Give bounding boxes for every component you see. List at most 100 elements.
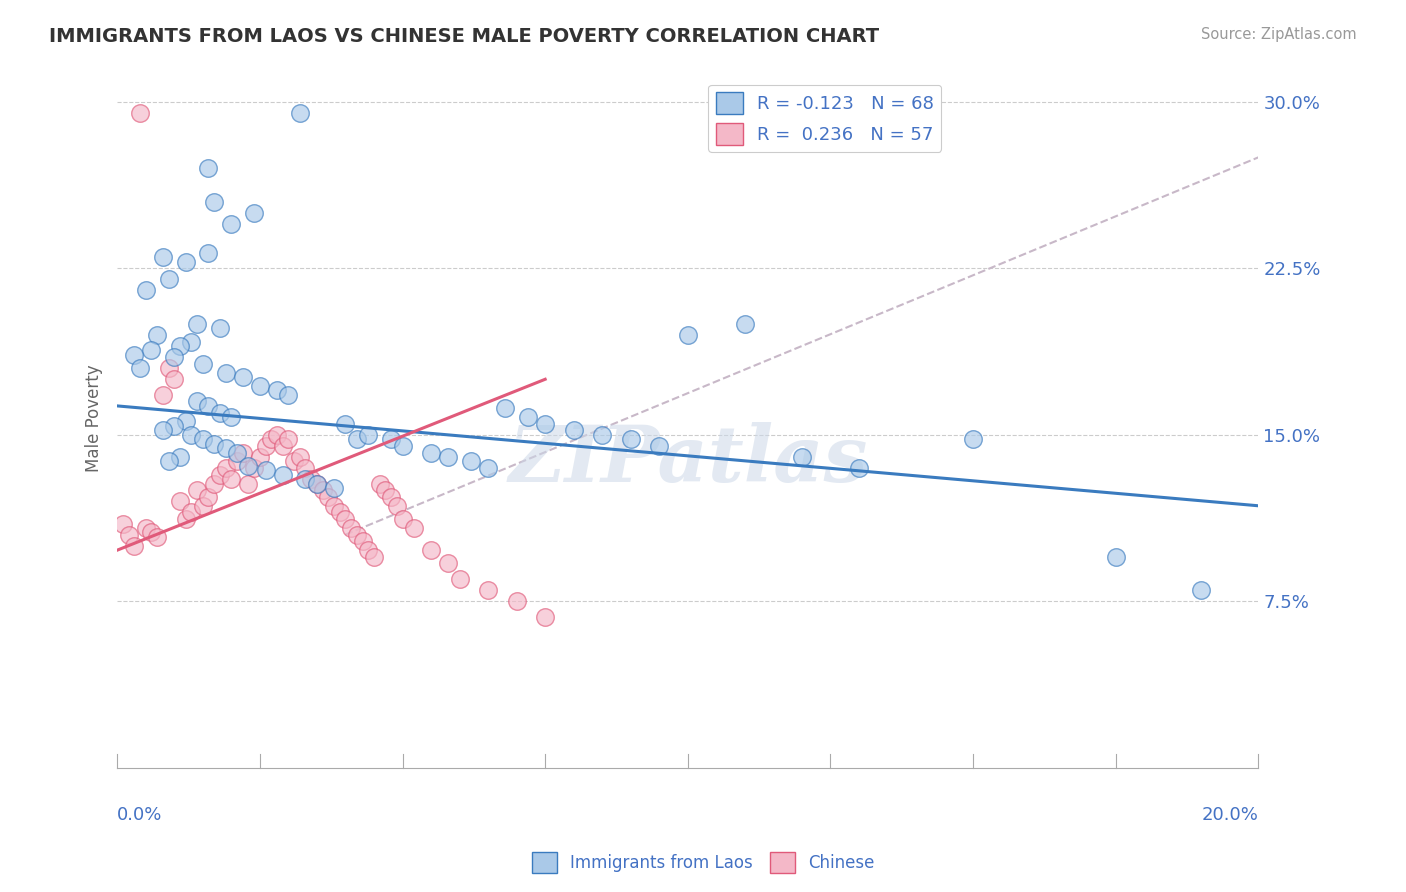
Point xyxy=(311,483,333,498)
Point xyxy=(357,543,380,558)
Point xyxy=(214,461,236,475)
Point xyxy=(346,432,368,446)
Point xyxy=(226,454,249,468)
Point xyxy=(202,476,225,491)
Point xyxy=(111,516,134,531)
Text: 20.0%: 20.0% xyxy=(1202,806,1258,824)
Point xyxy=(385,499,408,513)
Text: ZIPatlas: ZIPatlas xyxy=(508,422,868,499)
Point xyxy=(232,445,254,459)
Point xyxy=(534,609,557,624)
Point xyxy=(288,106,311,120)
Point xyxy=(141,525,163,540)
Point xyxy=(197,490,219,504)
Point xyxy=(283,454,305,468)
Point xyxy=(648,439,671,453)
Point xyxy=(191,499,214,513)
Text: 0.0%: 0.0% xyxy=(117,806,163,824)
Point xyxy=(163,372,186,386)
Point xyxy=(152,388,174,402)
Point xyxy=(169,450,191,464)
Point xyxy=(517,409,540,424)
Point xyxy=(157,361,180,376)
Point xyxy=(254,439,277,453)
Point xyxy=(249,450,271,464)
Point xyxy=(186,394,208,409)
Point xyxy=(238,476,260,491)
Point xyxy=(124,348,146,362)
Point xyxy=(420,445,443,459)
Point xyxy=(271,439,294,453)
Point xyxy=(214,366,236,380)
Point xyxy=(368,476,391,491)
Point xyxy=(1105,549,1128,564)
Point xyxy=(129,361,152,376)
Point xyxy=(260,432,283,446)
Point xyxy=(243,206,266,220)
Point xyxy=(494,401,516,416)
Point xyxy=(254,463,277,477)
Point xyxy=(174,414,197,428)
Point xyxy=(146,530,169,544)
Point xyxy=(221,472,243,486)
Point xyxy=(305,476,328,491)
Text: IMMIGRANTS FROM LAOS VS CHINESE MALE POVERTY CORRELATION CHART: IMMIGRANTS FROM LAOS VS CHINESE MALE POV… xyxy=(49,27,879,45)
Point xyxy=(141,343,163,358)
Point xyxy=(329,505,352,519)
Point xyxy=(186,317,208,331)
Point xyxy=(374,483,396,498)
Point xyxy=(790,450,813,464)
Point xyxy=(460,454,482,468)
Point xyxy=(208,467,231,482)
Point xyxy=(124,539,146,553)
Point xyxy=(129,106,152,120)
Point xyxy=(117,527,139,541)
Point xyxy=(391,439,413,453)
Point xyxy=(249,379,271,393)
Point xyxy=(266,384,288,398)
Point xyxy=(238,458,260,473)
Point xyxy=(202,436,225,450)
Point xyxy=(169,494,191,508)
Point xyxy=(163,350,186,364)
Point xyxy=(135,521,157,535)
Point xyxy=(180,427,202,442)
Legend: R = -0.123   N = 68, R =  0.236   N = 57: R = -0.123 N = 68, R = 0.236 N = 57 xyxy=(709,85,941,152)
Point xyxy=(340,521,363,535)
Point xyxy=(962,432,984,446)
Point xyxy=(1189,583,1212,598)
Point xyxy=(180,505,202,519)
Point xyxy=(232,370,254,384)
Point xyxy=(202,194,225,209)
Point xyxy=(380,432,402,446)
Point xyxy=(335,417,357,431)
Point xyxy=(591,427,613,442)
Point xyxy=(197,399,219,413)
Point xyxy=(266,427,288,442)
Point xyxy=(152,250,174,264)
Point xyxy=(152,423,174,437)
Point xyxy=(323,499,346,513)
Point xyxy=(197,245,219,260)
Point xyxy=(562,423,585,437)
Point xyxy=(346,527,368,541)
Point xyxy=(420,543,443,558)
Point xyxy=(676,327,699,342)
Point xyxy=(505,594,527,608)
Point xyxy=(214,441,236,455)
Point xyxy=(146,327,169,342)
Point xyxy=(197,161,219,176)
Point xyxy=(848,461,870,475)
Point xyxy=(534,417,557,431)
Point xyxy=(380,490,402,504)
Point xyxy=(208,321,231,335)
Point xyxy=(305,476,328,491)
Point xyxy=(221,409,243,424)
Point xyxy=(294,472,316,486)
Point xyxy=(277,388,299,402)
Point xyxy=(323,481,346,495)
Point xyxy=(157,454,180,468)
Point xyxy=(299,472,322,486)
Text: Source: ZipAtlas.com: Source: ZipAtlas.com xyxy=(1201,27,1357,42)
Point xyxy=(477,583,499,598)
